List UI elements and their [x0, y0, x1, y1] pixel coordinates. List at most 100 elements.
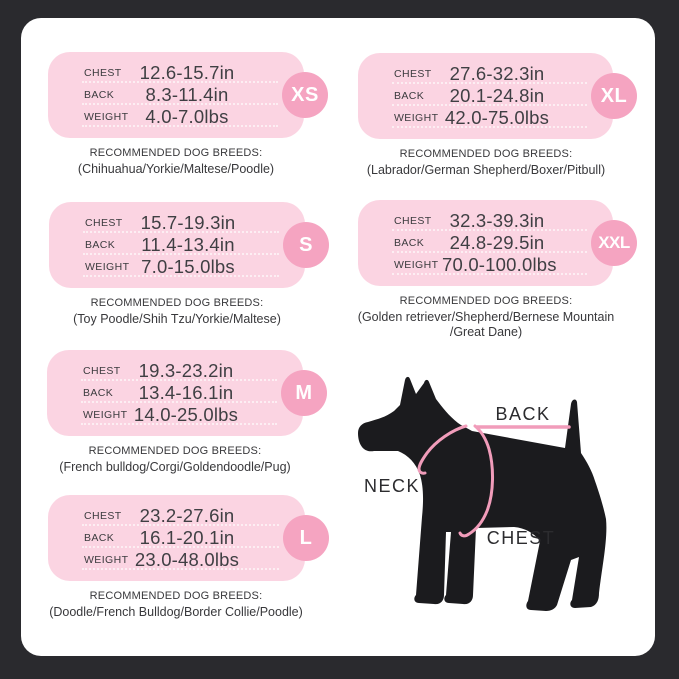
weight-label: WEIGHT [394, 259, 439, 271]
back-value: 11.4-13.4in [141, 234, 235, 255]
weight-label: WEIGHT [83, 409, 128, 421]
size-card-xs: CHEST 12.6-15.7in BACK 8.3-11.4in WEIGHT… [48, 52, 328, 138]
weight-label: WEIGHT [84, 111, 129, 123]
breeds-list: (French bulldog/Corgi/Goldendoodle/Pug) [59, 460, 291, 474]
size-group-s: CHEST 15.7-19.3in BACK 11.4-13.4in WEIGH… [49, 202, 329, 327]
weight-label: WEIGHT [85, 261, 130, 273]
measure-row-chest: CHEST 27.6-32.3in [358, 63, 613, 85]
dog-silhouette-svg: BACK NECK CHEST [358, 376, 607, 611]
chest-measure-line [458, 424, 494, 538]
measure-row-back: BACK 11.4-13.4in [49, 234, 305, 256]
back-value: 16.1-20.1in [139, 527, 235, 548]
back-diagram-label: BACK [495, 404, 550, 424]
dog-measurement-diagram: BACK NECK CHEST [350, 367, 650, 657]
back-label: BACK [394, 90, 425, 102]
chest-label: CHEST [85, 217, 123, 229]
weight-label: WEIGHT [84, 554, 129, 566]
weight-label: WEIGHT [394, 112, 439, 124]
size-group-xs: CHEST 12.6-15.7in BACK 8.3-11.4in WEIGHT… [48, 52, 328, 177]
breeds-list: (Labrador/German Shepherd/Boxer/Pitbull) [366, 163, 606, 177]
weight-value: 23.0-48.0lbs [134, 549, 240, 570]
neck-measure-line [417, 424, 468, 475]
size-badge-s: S [283, 222, 329, 268]
dog-silhouette [358, 376, 607, 611]
chart-sheet: CHEST 12.6-15.7in BACK 8.3-11.4in WEIGHT… [21, 18, 655, 656]
breeds-title: RECOMMENDED DOG BREEDS: [399, 148, 573, 160]
chest-value: 12.6-15.7in [139, 62, 235, 83]
size-card-s: CHEST 15.7-19.3in BACK 11.4-13.4in WEIGH… [49, 202, 329, 288]
breeds-list: (Toy Poodle/Shih Tzu/Yorkie/Maltese) [73, 312, 281, 326]
size-badge-m: M [281, 370, 327, 416]
size-card-xl: CHEST 27.6-32.3in BACK 20.1-24.8in WEIGH… [358, 53, 637, 139]
measure-row-back: BACK 16.1-20.1in [48, 527, 305, 549]
size-badge-xl: XL [591, 73, 637, 119]
chest-value: 15.7-19.3in [140, 212, 236, 233]
measure-row-back: BACK 8.3-11.4in [48, 84, 304, 106]
measure-row-weight: WEIGHT 23.0-48.0lbs [48, 549, 305, 571]
measure-row-weight: WEIGHT 7.0-15.0lbs [49, 256, 305, 278]
chest-value: 23.2-27.6in [139, 505, 235, 526]
back-label: BACK [83, 387, 114, 399]
weight-value: 4.0-7.0lbs [145, 106, 229, 127]
breeds-block-m: RECOMMENDED DOG BREEDS: (French bulldog/… [25, 444, 325, 475]
neck-diagram-label: NECK [364, 476, 420, 496]
measure-row-back: BACK 20.1-24.8in [358, 85, 613, 107]
chest-label: CHEST [394, 68, 432, 80]
breeds-block-xs: RECOMMENDED DOG BREEDS: (Chihuahua/Yorki… [26, 146, 326, 177]
chest-label: CHEST [394, 215, 432, 227]
size-group-xxl: CHEST 32.3-39.3in BACK 24.8-29.5in WEIGH… [358, 200, 637, 340]
breeds-title: RECOMMENDED DOG BREEDS: [88, 445, 262, 457]
size-group-m: CHEST 19.3-23.2in BACK 13.4-16.1in WEIGH… [47, 350, 327, 475]
size-badge-xs: XS [282, 72, 328, 118]
back-label: BACK [85, 239, 116, 251]
breeds-block-xxl: RECOMMENDED DOG BREEDS: (Golden retrieve… [336, 294, 636, 340]
measure-row-chest: CHEST 23.2-27.6in [48, 505, 305, 527]
back-value: 24.8-29.5in [449, 232, 545, 253]
measure-row-weight: WEIGHT 70.0-100.0lbs [358, 254, 613, 276]
size-card-m: CHEST 19.3-23.2in BACK 13.4-16.1in WEIGH… [47, 350, 327, 436]
chest-value: 32.3-39.3in [449, 210, 545, 231]
measure-row-weight: WEIGHT 14.0-25.0lbs [47, 404, 303, 426]
breeds-list: (Doodle/French Bulldog/Border Collie/Poo… [49, 605, 303, 619]
breeds-title: RECOMMENDED DOG BREEDS: [89, 590, 263, 602]
back-label: BACK [394, 237, 425, 249]
back-value: 8.3-11.4in [145, 84, 229, 105]
size-card-xxl: CHEST 32.3-39.3in BACK 24.8-29.5in WEIGH… [358, 200, 637, 286]
measure-row-chest: CHEST 15.7-19.3in [49, 212, 305, 234]
chest-diagram-label: CHEST [487, 528, 556, 548]
size-badge-l: L [283, 515, 329, 561]
breeds-block-s: RECOMMENDED DOG BREEDS: (Toy Poodle/Shih… [27, 296, 327, 327]
size-group-xl: CHEST 27.6-32.3in BACK 20.1-24.8in WEIGH… [358, 53, 637, 178]
size-badge-xxl: XXL [591, 220, 637, 266]
breeds-title: RECOMMENDED DOG BREEDS: [399, 295, 573, 307]
measure-row-weight: WEIGHT 42.0-75.0lbs [358, 107, 613, 129]
chest-label: CHEST [84, 510, 122, 522]
measure-row-weight: WEIGHT 4.0-7.0lbs [48, 106, 304, 128]
breeds-title: RECOMMENDED DOG BREEDS: [89, 147, 263, 159]
breeds-list: (Chihuahua/Yorkie/Maltese/Poodle) [77, 162, 275, 176]
back-label: BACK [84, 532, 115, 544]
measure-row-chest: CHEST 19.3-23.2in [47, 360, 303, 382]
back-value: 13.4-16.1in [138, 382, 234, 403]
measure-row-chest: CHEST 32.3-39.3in [358, 210, 613, 232]
back-value: 20.1-24.8in [449, 85, 545, 106]
breeds-title: RECOMMENDED DOG BREEDS: [90, 297, 264, 309]
measure-row-chest: CHEST 12.6-15.7in [48, 62, 304, 84]
back-label: BACK [84, 89, 115, 101]
breeds-list: (Golden retriever/Shepherd/Bernese Mount… [357, 310, 615, 339]
measure-row-back: BACK 13.4-16.1in [47, 382, 303, 404]
chest-value: 19.3-23.2in [138, 360, 234, 381]
breeds-block-xl: RECOMMENDED DOG BREEDS: (Labrador/German… [336, 147, 636, 178]
weight-value: 70.0-100.0lbs [442, 254, 557, 275]
breeds-block-l: RECOMMENDED DOG BREEDS: (Doodle/French B… [26, 589, 326, 620]
weight-value: 14.0-25.0lbs [133, 404, 239, 425]
measure-row-back: BACK 24.8-29.5in [358, 232, 613, 254]
size-card-l: CHEST 23.2-27.6in BACK 16.1-20.1in WEIGH… [48, 495, 329, 581]
chest-label: CHEST [83, 365, 121, 377]
size-group-l: CHEST 23.2-27.6in BACK 16.1-20.1in WEIGH… [48, 495, 329, 620]
chest-label: CHEST [84, 67, 122, 79]
weight-value: 42.0-75.0lbs [444, 107, 550, 128]
weight-value: 7.0-15.0lbs [141, 256, 235, 277]
chest-value: 27.6-32.3in [449, 63, 545, 84]
